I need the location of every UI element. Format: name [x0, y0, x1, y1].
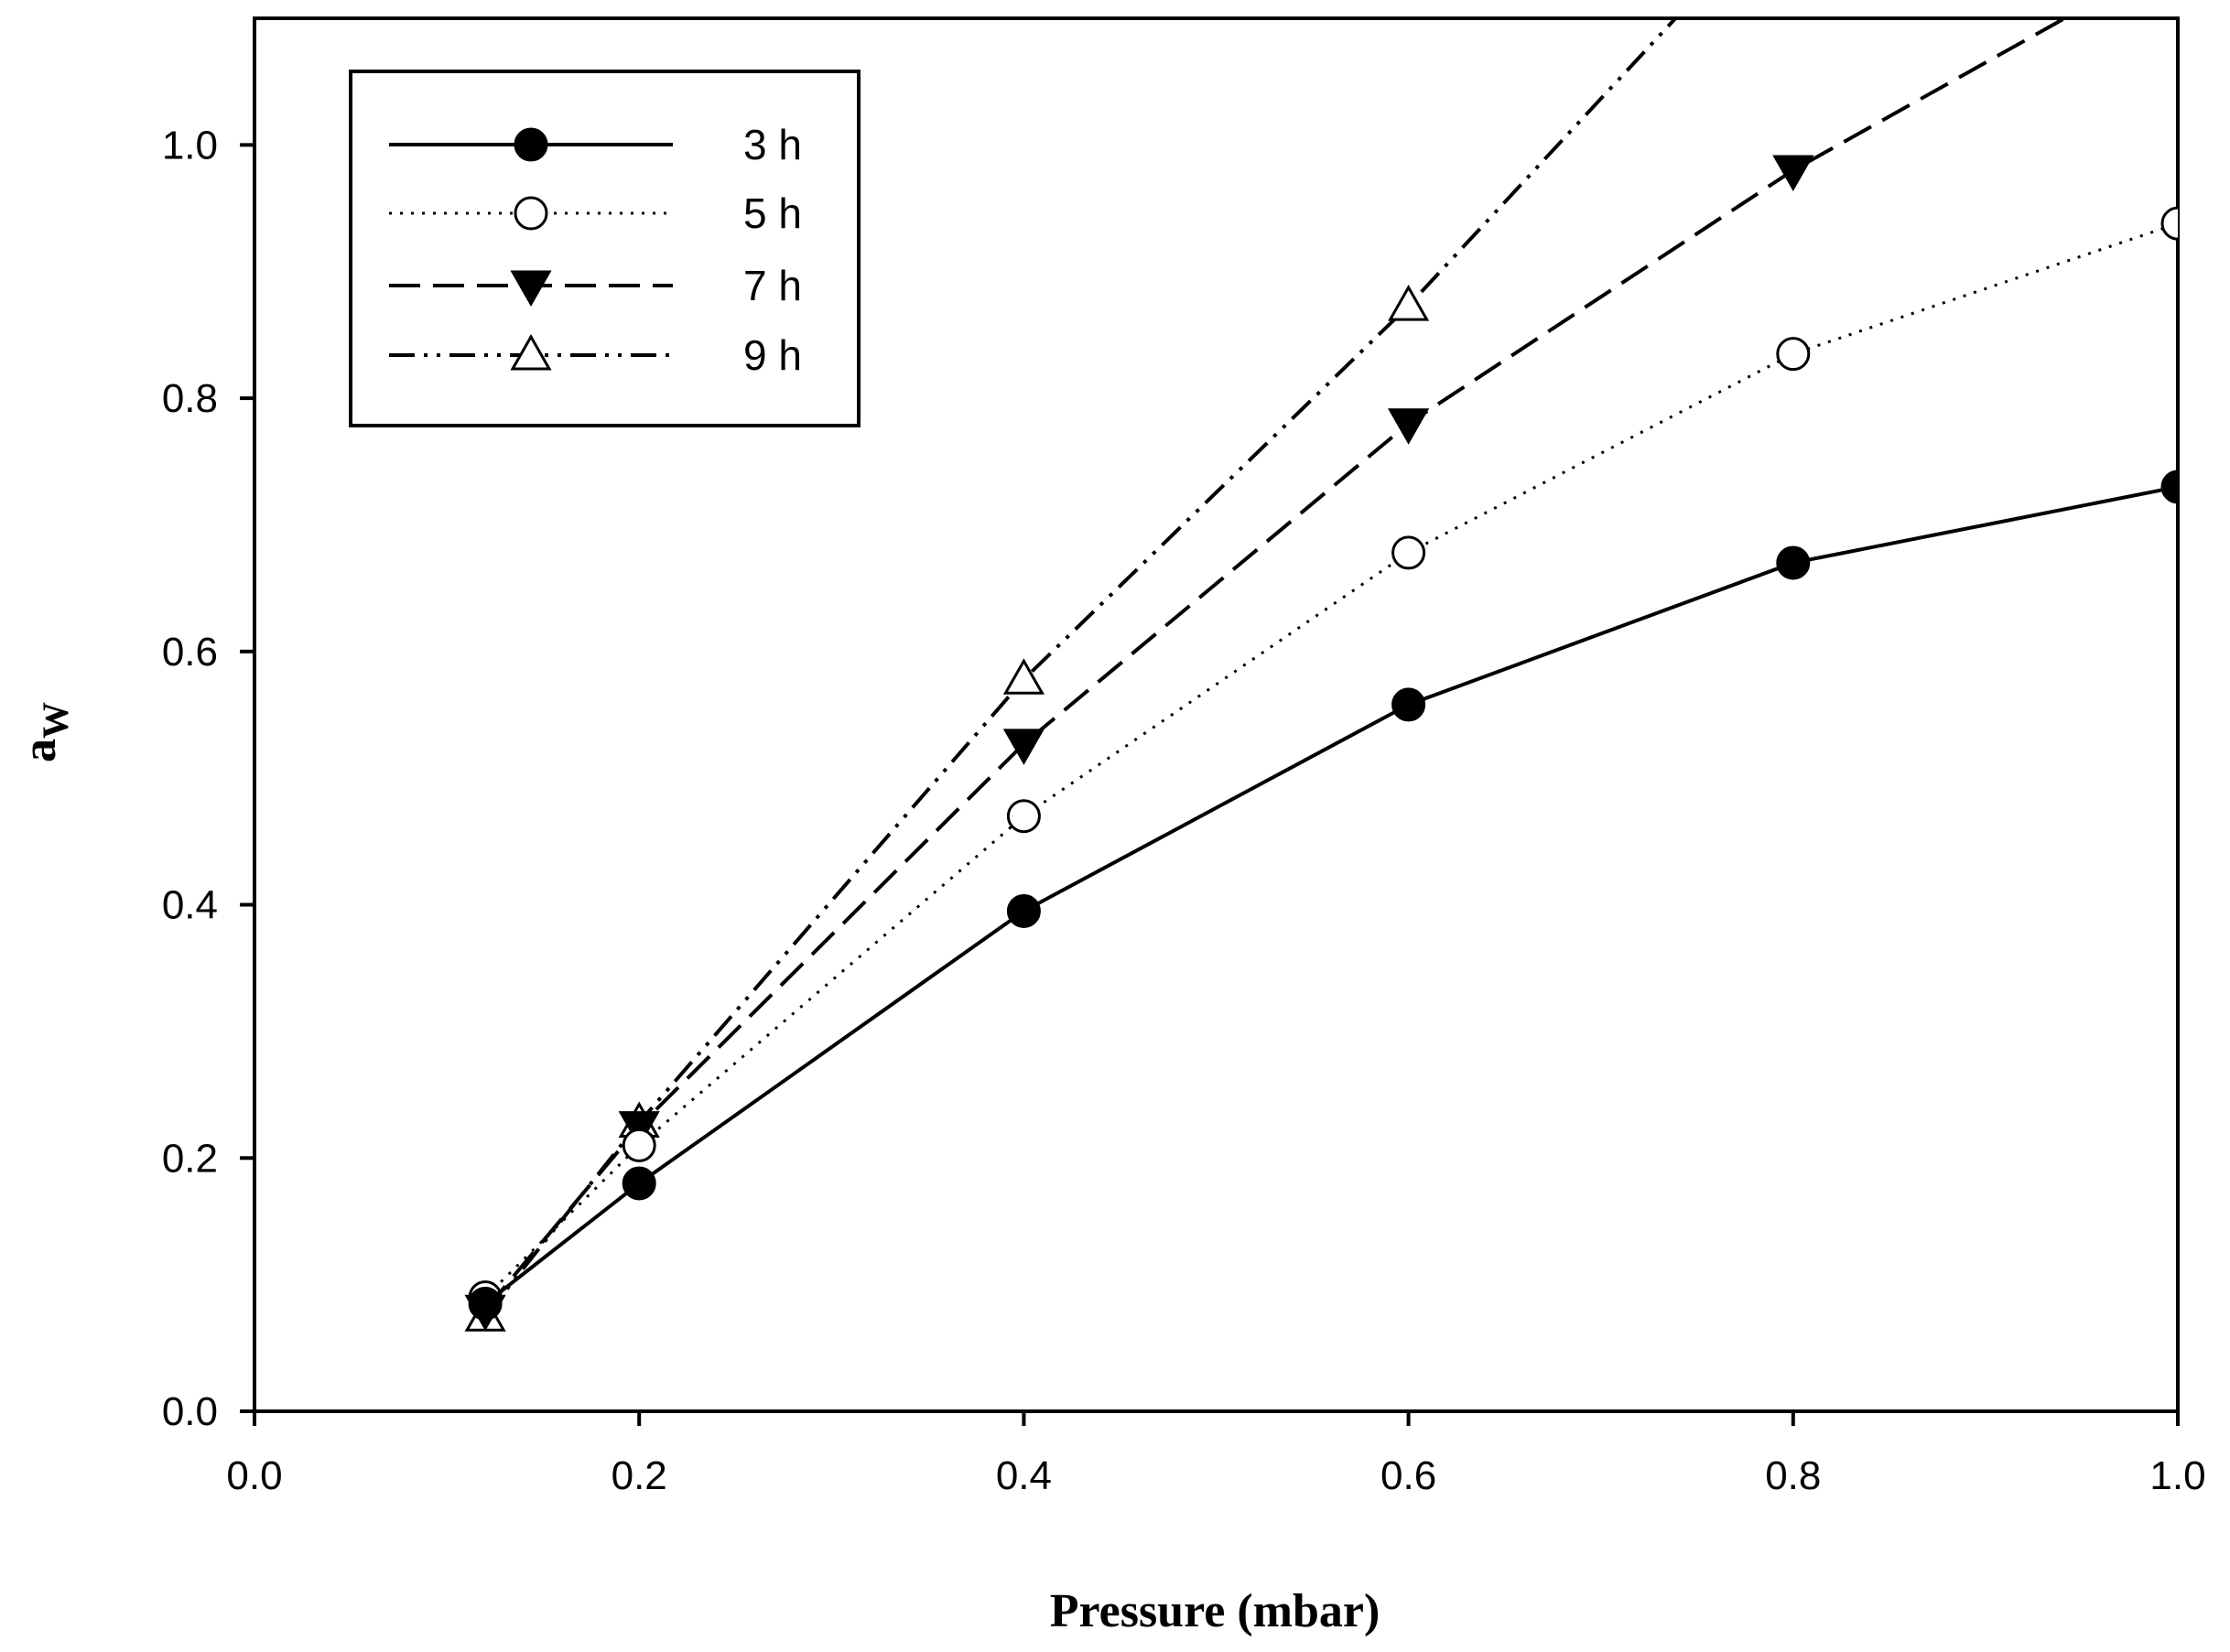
legend-label: 9 h: [743, 331, 802, 379]
legend-box: [349, 70, 861, 427]
y-tick-label: 0.4: [162, 883, 218, 928]
legend: 3 h 5 h 7 h 9 h: [349, 70, 861, 427]
series-3-h: [468, 470, 2178, 1321]
legend-label: 7 h: [743, 262, 802, 309]
legend-label: 3 h: [743, 121, 802, 168]
x-axis-title: Pressure (mbar): [1050, 1585, 1380, 1637]
data-point: [1388, 408, 1430, 445]
series-layer: [464, 18, 2178, 1332]
data-point: [1776, 545, 1811, 580]
legend-label: 5 h: [743, 189, 802, 237]
y-tick-label: 0.0: [162, 1389, 218, 1434]
legend-item-7-h: 7 h: [389, 262, 802, 309]
legend-item-9-h: 9 h: [389, 331, 802, 379]
series-line: [483, 484, 2178, 1305]
data-point: [1006, 799, 1041, 834]
plot-frame: [253, 16, 2180, 1413]
data-point: [1006, 893, 1041, 928]
data-point: [2160, 470, 2178, 504]
y-axis-title: aW: [14, 702, 76, 762]
x-axis: 0.0 0.2 0.4 0.6 0.8 1.0: [226, 1411, 2206, 1498]
x-tick-label: 0.8: [1765, 1453, 1821, 1498]
data-point: [1776, 337, 1811, 372]
legend-marker: [510, 270, 552, 308]
data-point: [1002, 658, 1045, 695]
y-tick-label: 1.0: [162, 123, 218, 167]
legend-item-5-h: 5 h: [389, 189, 802, 237]
data-point: [1002, 729, 1045, 765]
data-point: [1391, 535, 1426, 570]
data-point: [1388, 285, 1430, 321]
series-line: [484, 221, 2178, 1299]
legend-marker: [514, 196, 548, 231]
data-point: [2160, 206, 2178, 241]
x-tick-label: 0.6: [1380, 1453, 1436, 1498]
data-point: [1391, 687, 1426, 722]
legend-marker: [514, 127, 548, 162]
x-tick-label: 0.2: [612, 1453, 667, 1498]
x-tick-label: 0.0: [226, 1453, 282, 1498]
x-tick-label: 1.0: [2149, 1453, 2205, 1498]
y-axis: 0.0 0.2 0.4 0.6 0.8 1.0: [162, 123, 254, 1434]
y-tick-label: 0.6: [162, 630, 218, 675]
x-tick-label: 0.4: [996, 1453, 1052, 1498]
y-tick-label: 0.2: [162, 1136, 218, 1181]
data-point: [622, 1166, 656, 1201]
series-line: [483, 18, 2069, 1312]
data-point: [622, 1128, 656, 1162]
legend-marker: [510, 333, 552, 371]
data-point: [1772, 155, 1814, 192]
y-tick-label: 0.8: [162, 376, 218, 421]
data-point: [468, 1286, 503, 1321]
legend-item-3-h: 3 h: [389, 121, 802, 168]
